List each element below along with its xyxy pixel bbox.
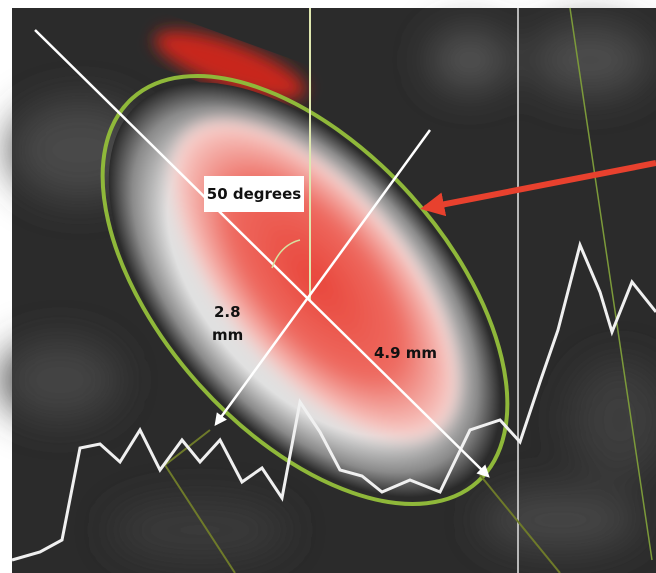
intensity-profile [11,240,656,562]
angle-label: 50 degrees [207,185,301,203]
minor-axis-arrow [214,129,432,427]
angle-arc [271,239,301,269]
pointer-arrow [420,160,656,217]
olive-guide [479,474,561,573]
doppler-signal [154,30,306,100]
minor-axis-unit: mm [212,326,243,344]
diagonal-guide [569,7,653,561]
lesion-contour [100,74,510,506]
major-axis-arrow [34,29,490,478]
minor-axis-label: 2.8 [214,303,241,321]
major-axis-label: 4.9 mm [374,344,437,362]
angle-label-box [204,176,304,212]
